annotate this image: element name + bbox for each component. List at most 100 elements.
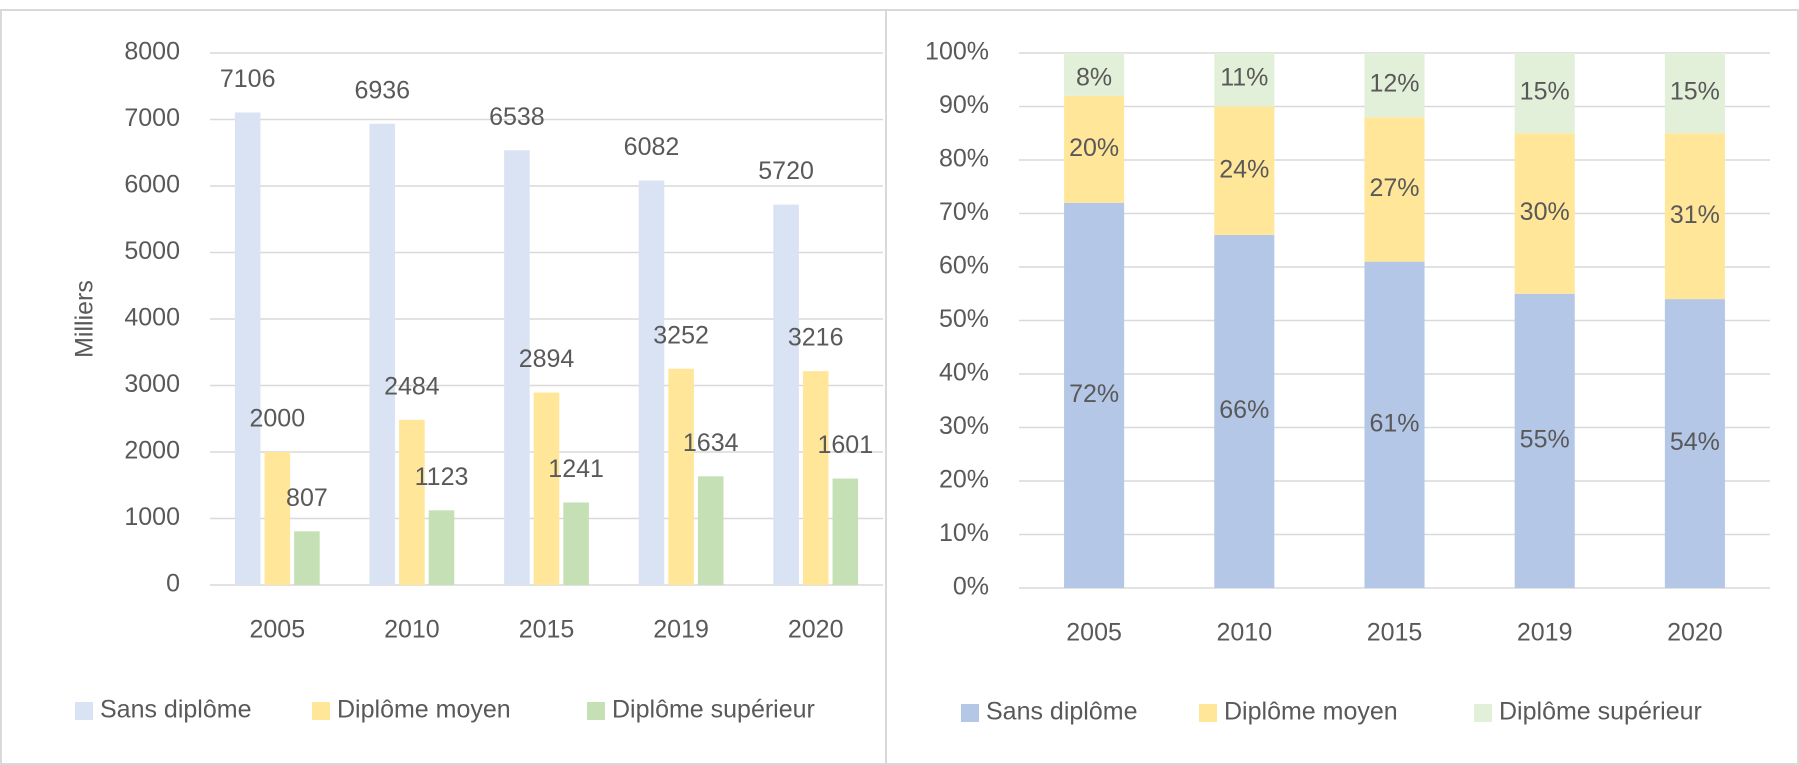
legend-label: Diplôme supérieur xyxy=(1499,698,1702,726)
y-tick-label: 80% xyxy=(939,145,989,173)
y-tick-label: 3000 xyxy=(124,370,180,398)
y-tick-label: 1000 xyxy=(124,503,180,531)
data-label: 2000 xyxy=(249,405,305,433)
legend-swatch xyxy=(1474,704,1492,722)
data-label: 30% xyxy=(1520,198,1570,226)
x-tick-label: 2015 xyxy=(1367,619,1423,647)
bar-segment xyxy=(1364,261,1425,588)
bar xyxy=(697,476,724,585)
data-label: 6082 xyxy=(624,133,680,161)
legend-swatch xyxy=(75,702,93,720)
bar xyxy=(832,478,859,585)
y-tick-label: 90% xyxy=(939,91,989,119)
data-label: 7106 xyxy=(220,65,276,93)
x-tick-label: 2005 xyxy=(1066,619,1122,647)
data-label: 54% xyxy=(1670,428,1720,456)
bar xyxy=(504,150,530,585)
data-label: 3216 xyxy=(788,324,844,352)
x-tick-label: 2015 xyxy=(519,616,575,644)
x-tick-label: 2010 xyxy=(384,616,440,644)
data-label: 807 xyxy=(286,484,328,512)
bar xyxy=(399,419,425,585)
bar-segment xyxy=(1214,53,1275,107)
bar-segment xyxy=(1664,299,1725,588)
y-tick-label: 100% xyxy=(925,38,989,66)
legend-swatch xyxy=(587,702,605,720)
y-axis-label: Milliers xyxy=(71,280,99,358)
bar xyxy=(369,123,396,586)
data-label: 20% xyxy=(1069,134,1119,162)
legend-swatch xyxy=(312,702,330,720)
data-label: 27% xyxy=(1369,174,1419,202)
bar-segment xyxy=(1664,53,1725,134)
data-label: 3252 xyxy=(653,321,709,349)
bar xyxy=(234,112,261,586)
data-label: 2484 xyxy=(384,372,440,400)
x-tick-label: 2020 xyxy=(1667,619,1723,647)
bar-segment xyxy=(1514,133,1575,294)
y-tick-label: 60% xyxy=(939,252,989,280)
bar xyxy=(563,502,589,585)
bar xyxy=(428,510,455,585)
data-label: 5720 xyxy=(758,157,814,185)
data-label: 1241 xyxy=(548,455,604,483)
bar-segment xyxy=(1364,53,1425,118)
bar xyxy=(264,452,291,585)
y-tick-label: 0% xyxy=(953,573,989,601)
bar xyxy=(294,531,320,585)
frame xyxy=(0,9,1799,765)
data-label: 15% xyxy=(1520,78,1570,106)
bar xyxy=(533,392,560,585)
y-tick-label: 40% xyxy=(939,359,989,387)
legend-label: Sans diplôme xyxy=(986,698,1137,726)
legend-label: Diplôme supérieur xyxy=(612,696,815,724)
y-tick-label: 10% xyxy=(939,519,989,547)
data-label: 31% xyxy=(1670,201,1720,229)
data-label: 8% xyxy=(1076,64,1112,92)
y-tick-label: 5000 xyxy=(124,237,180,265)
legend-swatch xyxy=(1199,704,1217,722)
data-label: 1601 xyxy=(817,431,873,459)
bar-segment xyxy=(1514,53,1575,134)
x-tick-label: 2019 xyxy=(653,616,709,644)
bar-segment xyxy=(1664,133,1725,300)
data-label: 12% xyxy=(1369,70,1419,98)
data-label: 15% xyxy=(1670,78,1720,106)
data-label: 66% xyxy=(1219,396,1269,424)
legend-label: Sans diplôme xyxy=(100,696,251,724)
data-label: 11% xyxy=(1220,64,1268,92)
bar-segment xyxy=(1214,106,1275,235)
x-tick-label: 2020 xyxy=(788,616,844,644)
legend-label: Diplôme moyen xyxy=(337,696,511,724)
bar-segment xyxy=(1214,234,1275,588)
data-label: 6538 xyxy=(489,103,545,131)
y-tick-label: 50% xyxy=(939,305,989,333)
data-label: 2894 xyxy=(519,345,575,373)
y-tick-label: 30% xyxy=(939,412,989,440)
x-tick-label: 2005 xyxy=(249,616,305,644)
bar xyxy=(638,180,665,585)
x-tick-label: 2010 xyxy=(1216,619,1272,647)
data-label: 1634 xyxy=(683,429,739,457)
data-label: 24% xyxy=(1219,155,1269,183)
bar xyxy=(802,371,829,585)
legend-swatch xyxy=(961,704,979,722)
bar-segment xyxy=(1364,117,1425,262)
x-tick-label: 2019 xyxy=(1517,619,1573,647)
y-tick-label: 2000 xyxy=(124,437,180,465)
data-label: 6936 xyxy=(354,76,410,104)
y-tick-label: 8000 xyxy=(124,38,180,66)
bar-segment xyxy=(1064,53,1125,96)
y-tick-label: 70% xyxy=(939,198,989,226)
data-label: 1123 xyxy=(415,463,469,491)
y-tick-label: 20% xyxy=(939,466,989,494)
y-tick-label: 6000 xyxy=(124,171,180,199)
y-tick-label: 0 xyxy=(166,570,180,598)
data-label: 61% xyxy=(1369,409,1419,437)
y-tick-label: 4000 xyxy=(124,304,180,332)
bar-segment xyxy=(1064,95,1125,203)
bar xyxy=(773,204,799,585)
data-label: 72% xyxy=(1069,380,1119,408)
